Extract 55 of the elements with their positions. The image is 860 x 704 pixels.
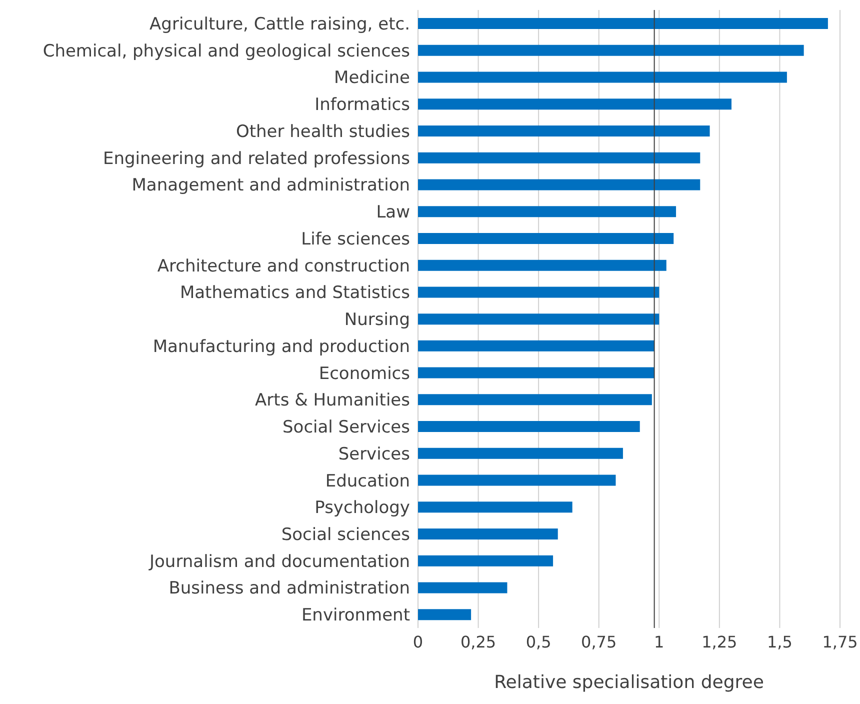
bar (418, 18, 828, 29)
y-tick-label: Arts & Humanities (255, 390, 410, 411)
y-tick-label: Social Services (282, 418, 410, 438)
y-tick-label: Social sciences (281, 524, 410, 545)
x-axis-title: Relative specialisation degree (494, 672, 764, 693)
bar (418, 125, 710, 136)
bar (418, 72, 787, 83)
y-tick-label: Mathematics and Statistics (180, 283, 410, 304)
y-tick-label: Education (325, 471, 410, 492)
bar (418, 421, 640, 432)
x-tick-label: 0,75 (581, 632, 617, 652)
y-tick-label: Other health studies (236, 122, 410, 142)
y-tick-label: Nursing (344, 310, 410, 330)
y-tick-label: Management and administration (132, 176, 410, 196)
y-tick-label: Business and administration (168, 578, 410, 599)
y-tick-label: Life sciences (301, 229, 410, 250)
y-tick-label: Architecture and construction (157, 256, 410, 276)
bar (418, 44, 804, 56)
bar (418, 340, 654, 352)
bar (418, 286, 660, 298)
bar (418, 609, 472, 620)
bar (418, 260, 666, 271)
bar (418, 152, 700, 164)
bar (418, 555, 554, 566)
bar (418, 179, 700, 190)
y-tick-label: Economics (318, 364, 410, 384)
bar (418, 474, 616, 486)
x-tick-label: 1,75 (822, 632, 858, 652)
bar (418, 582, 508, 594)
bar (418, 232, 674, 244)
bar (418, 98, 732, 110)
bar (418, 314, 660, 325)
x-tick-label: 1,25 (702, 632, 738, 652)
bar (418, 502, 572, 513)
bar (418, 367, 654, 378)
y-tick-label: Engineering and related professions (102, 148, 410, 169)
y-tick-label: Law (376, 202, 410, 223)
x-tick-label: 1 (654, 632, 664, 652)
y-tick-label: Journalism and documentation (148, 552, 410, 572)
x-tick-label: 1,5 (766, 632, 792, 652)
x-tick-label: 0,5 (526, 632, 552, 652)
x-tick-label: 0,25 (460, 632, 496, 652)
x-tick-label: 0 (412, 632, 424, 652)
y-tick-label: Manufacturing and production (152, 336, 410, 357)
bar (418, 448, 623, 459)
bar (418, 394, 652, 406)
y-tick-label: Medicine (334, 68, 410, 88)
y-tick-label: Services (338, 444, 410, 464)
y-tick-label: Informatics (314, 95, 410, 116)
y-tick-label: Environment (301, 606, 410, 626)
y-tick-label: Psychology (314, 498, 410, 518)
y-tick-label: Agriculture, Cattle raising, etc. (150, 14, 410, 34)
bar (418, 206, 676, 218)
bar (418, 528, 558, 540)
y-tick-label: Chemical, physical and geological sciences (42, 41, 410, 62)
